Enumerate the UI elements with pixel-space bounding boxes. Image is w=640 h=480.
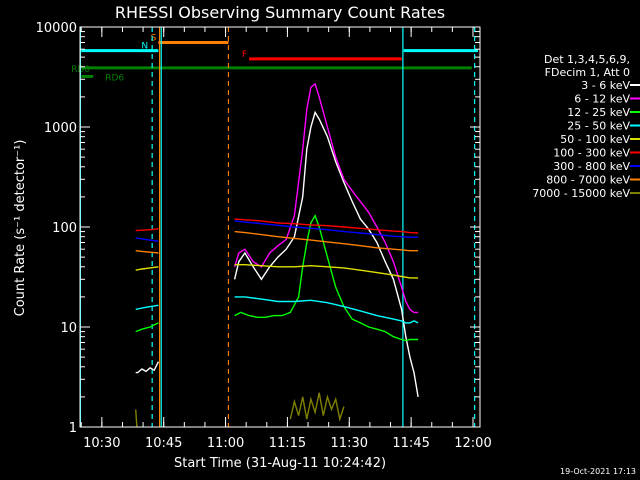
legend-label-3-6-kev: 3 - 6 keV <box>581 79 630 92</box>
series-300-800-kev-segment-1 <box>234 220 419 238</box>
legend-label-7000-15000-kev: 7000 - 15000 keV <box>532 187 630 200</box>
y-tick-label: 10000 <box>36 21 77 36</box>
y-tick-label: 100 <box>52 221 77 236</box>
x-tick-label: 10:45 <box>145 436 182 451</box>
vertical-markers <box>79 27 476 427</box>
series-lines <box>135 82 419 428</box>
y-tick-label: 1000 <box>44 121 77 136</box>
legend-label-6-12-kev: 6 - 12 keV <box>574 93 630 106</box>
legend-header-1: FDecim 1, Att 0 <box>545 66 630 79</box>
plot-frame <box>79 26 481 428</box>
legend-label-12-25-kev: 12 - 25 keV <box>567 106 630 119</box>
series-7000-15000-kev-segment-0 <box>135 409 138 428</box>
series-25-50-kev-segment-0 <box>135 304 159 311</box>
series-800-7000-kev-segment-0 <box>135 250 159 254</box>
flag-label-f: F <box>242 50 247 60</box>
instrument-flags: RD0RD6SFN <box>71 33 478 83</box>
series-50-100-kev-segment-0 <box>135 266 159 271</box>
series-800-7000-kev-segment-1 <box>234 230 419 252</box>
legend-label-300-800-kev: 300 - 800 keV <box>553 160 630 173</box>
y-axis-label: Count Rate (s⁻¹ detector⁻¹) <box>13 140 28 317</box>
chart-title: RHESSI Observing Summary Count Rates <box>115 3 445 22</box>
footer-timestamp: 19-Oct-2021 17:13 <box>560 467 636 476</box>
series-25-50-kev-segment-1 <box>234 296 419 324</box>
x-tick-label: 10:30 <box>83 436 120 451</box>
series-100-300-kev-segment-1 <box>234 218 419 234</box>
series-100-300-kev-segment-0 <box>135 228 159 232</box>
y-tick-label: 10 <box>60 321 77 336</box>
series-6-12-kev-segment-0 <box>233 82 419 314</box>
legend-header-0: Det 1,3,4,5,6,9, <box>544 53 630 66</box>
x-tick-label: 12:00 <box>454 436 491 451</box>
x-axis-label: Start Time (31-Aug-11 10:24:42) <box>174 456 386 471</box>
legend-label-50-100-kev: 50 - 100 keV <box>560 133 630 146</box>
legend-label-800-7000-kev: 800 - 7000 keV <box>546 174 630 187</box>
flag-label-n: N <box>141 42 148 52</box>
legend-label-25-50-kev: 25 - 50 keV <box>567 120 630 133</box>
x-tick-label: 11:30 <box>331 436 368 451</box>
y-tick-label: 1 <box>69 421 77 436</box>
x-tick-label: 11:00 <box>207 436 244 451</box>
flag-label-rd6: RD6 <box>105 73 124 83</box>
x-tick-label: 11:15 <box>269 436 306 451</box>
axes: 1 10 100 1000 10000 10:30 10:45 11:00 11:15 11:30… <box>36 21 492 451</box>
x-tick-label: 11:45 <box>392 436 429 451</box>
series-50-100-kev-segment-1 <box>234 264 419 279</box>
legend-label-100-300-kev: 100 - 300 keV <box>553 147 630 160</box>
series-3-6-kev-segment-1 <box>233 110 419 398</box>
series-300-800-kev-segment-0 <box>135 237 159 242</box>
series-12-25-kev-segment-0 <box>135 322 159 333</box>
series-7000-15000-kev-segment-1 <box>289 392 345 422</box>
legend: Det 1,3,4,5,6,9,FDecim 1, Att 03 - 6 keV… <box>532 53 640 200</box>
series-3-6-kev-segment-0 <box>135 361 160 374</box>
flag-label-s: S <box>151 33 157 43</box>
